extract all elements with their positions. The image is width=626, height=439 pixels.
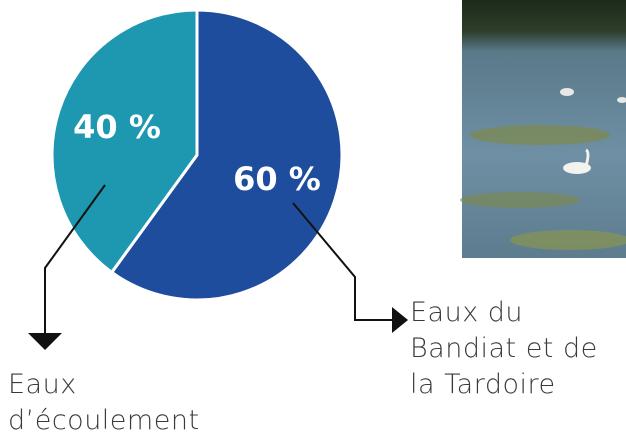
page: {"chart_data": {"type": "pie", "categori… (0, 0, 626, 432)
value-label: 40 % (73, 108, 161, 146)
pie: 60 % 40 % (52, 10, 342, 300)
photo (460, 0, 626, 258)
arrowhead (28, 333, 62, 350)
arrowhead (392, 307, 408, 333)
value-label: 60 % (233, 160, 321, 198)
category-label: Eaux du Bandiat et de la Tardoire (410, 295, 625, 403)
category-label: Eaux d’écoulement (8, 367, 238, 439)
